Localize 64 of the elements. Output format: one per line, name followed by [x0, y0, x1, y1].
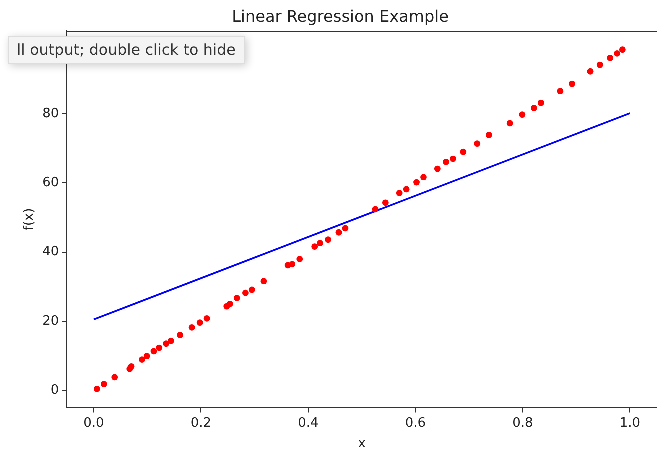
point	[94, 386, 100, 392]
annotation: ll output; double click to hide	[8, 36, 245, 64]
y-tick-label: 20	[42, 314, 60, 329]
x-tick-label: 0.2	[190, 416, 212, 431]
point	[607, 54, 614, 62]
point	[434, 166, 441, 172]
y-tick-label: 40	[42, 244, 60, 260]
point	[450, 156, 456, 162]
x-tick-label: 0.6	[405, 416, 426, 431]
chart-title: Linear Regression Example	[232, 6, 449, 26]
point	[486, 132, 492, 138]
y-tick-label: 0	[50, 382, 60, 398]
point	[168, 338, 174, 344]
point	[372, 206, 379, 213]
point	[325, 236, 332, 244]
point	[242, 290, 249, 296]
point	[619, 46, 626, 54]
point	[474, 140, 481, 148]
point	[317, 240, 324, 247]
point	[188, 324, 196, 331]
point	[614, 50, 621, 57]
point	[100, 381, 108, 388]
point	[569, 80, 576, 88]
point	[204, 315, 210, 322]
x-tick-label: 0.0	[84, 416, 104, 431]
point	[342, 225, 349, 232]
point	[312, 244, 318, 250]
point	[519, 112, 526, 118]
point	[296, 256, 304, 262]
point	[156, 344, 163, 352]
point	[248, 286, 256, 294]
point	[177, 332, 184, 338]
point	[112, 374, 118, 381]
y-axis-title: f(x)	[22, 208, 38, 231]
point	[139, 356, 146, 363]
point	[443, 158, 450, 166]
point	[163, 340, 170, 348]
point	[260, 278, 268, 285]
x-tick-label: 0.4	[298, 416, 319, 431]
point	[420, 174, 427, 181]
point	[596, 62, 604, 68]
point	[382, 200, 389, 206]
point	[234, 295, 240, 302]
point	[531, 105, 538, 112]
point	[150, 348, 158, 355]
x-axis-title: x	[358, 436, 366, 452]
point	[196, 320, 204, 326]
point	[557, 88, 564, 95]
point	[289, 261, 296, 268]
point	[336, 229, 342, 236]
x-tick-label: 1.0	[620, 416, 641, 431]
point	[414, 179, 420, 186]
point	[144, 353, 150, 360]
point	[403, 186, 410, 193]
point	[587, 68, 594, 75]
point	[226, 300, 234, 308]
point	[460, 148, 467, 156]
y-tick-label: 60	[42, 176, 60, 191]
point	[538, 100, 544, 106]
y-tick-label: 80	[42, 106, 60, 122]
point	[128, 363, 135, 370]
point	[506, 120, 514, 127]
x-tick-label: 0.8	[512, 416, 534, 431]
point	[396, 190, 403, 196]
